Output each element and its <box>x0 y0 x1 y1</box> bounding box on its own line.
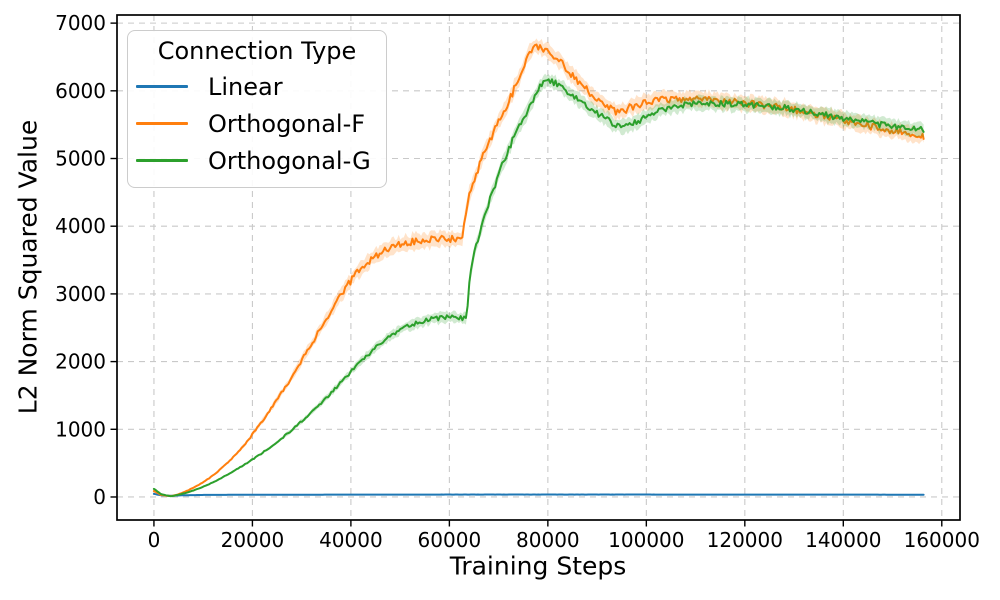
legend-item-linear: Linear <box>136 68 378 105</box>
ticks: 0 20000 40000 60000 80000 100000 120000 140000 1… <box>55 11 980 552</box>
legend-item-orthogonal-f: Orthogonal-F <box>136 105 378 142</box>
x-tick-label: 100000 <box>608 528 684 552</box>
legend-line-swatch-orthogonal-g <box>136 159 188 162</box>
x-tick-label: 60000 <box>418 528 482 552</box>
legend-line-swatch-orthogonal-f <box>136 122 188 125</box>
y-tick-label: 6000 <box>55 79 106 103</box>
legend-line-swatch-linear <box>136 85 188 88</box>
legend-title: Connection Type <box>157 37 357 65</box>
y-tick-label: 1000 <box>55 417 106 441</box>
x-tick-label: 120000 <box>707 528 783 552</box>
y-tick-label: 5000 <box>55 147 106 171</box>
legend-label-orthogonal-g: Orthogonal-G <box>208 146 371 175</box>
x-tick-label: 160000 <box>904 528 980 552</box>
legend-label-linear: Linear <box>208 72 283 101</box>
x-tick-label: 140000 <box>805 528 881 552</box>
legend: Connection Type Linear Orthogonal-F Orth… <box>127 30 387 188</box>
plot-border <box>116 14 961 521</box>
y-tick-label: 4000 <box>55 214 106 238</box>
x-tick-label: 20000 <box>221 528 285 552</box>
y-tick-label: 3000 <box>55 282 106 306</box>
series-line-linear <box>152 492 925 497</box>
y-tick-label: 7000 <box>55 11 106 35</box>
series-line-orthogonal-g <box>152 78 925 498</box>
x-tick-label: 80000 <box>516 528 580 552</box>
legend-label-orthogonal-f: Orthogonal-F <box>208 109 366 138</box>
series-band-orthogonal-g <box>153 73 924 497</box>
y-tick-label: 0 <box>93 485 106 509</box>
x-axis-label: Training Steps <box>449 551 627 581</box>
y-axis-label: L2 Norm Squared Value <box>13 119 43 415</box>
legend-item-orthogonal-g: Orthogonal-G <box>136 142 378 179</box>
y-tick-label: 2000 <box>55 350 106 374</box>
x-tick-label: 0 <box>148 528 161 552</box>
series-group <box>152 38 925 498</box>
x-tick-label: 40000 <box>319 528 383 552</box>
